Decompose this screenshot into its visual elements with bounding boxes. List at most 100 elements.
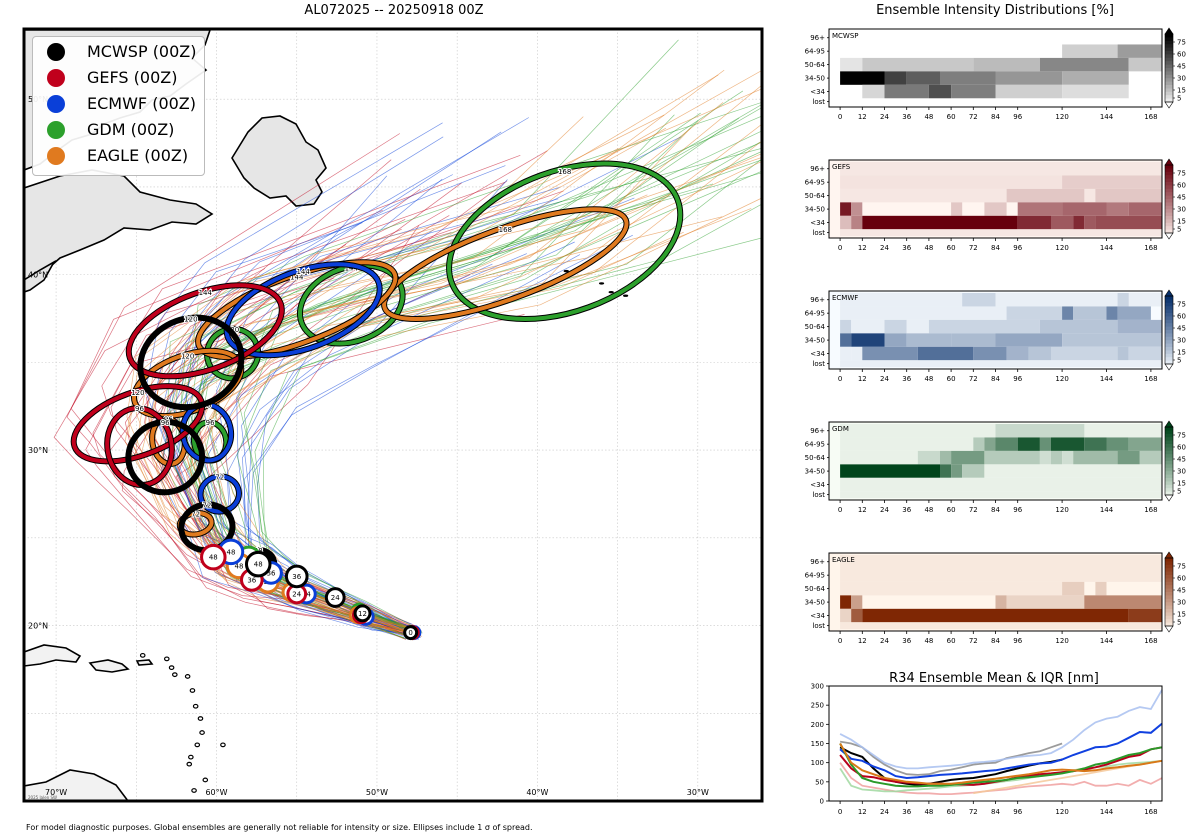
r34-xlabel: 24	[880, 808, 889, 816]
heatmap-name: GDM	[832, 425, 849, 433]
marker-label: 48	[209, 554, 218, 562]
heatmap-cell	[1084, 437, 1107, 451]
heatmap-cell	[840, 581, 1063, 596]
ellipse-label: 72	[191, 510, 200, 518]
ellipse-label: 72	[215, 473, 224, 481]
colorbar-segment	[1165, 47, 1173, 52]
heatmap-ylabel: 50-64	[805, 61, 826, 69]
r34-xlabel: 60	[947, 808, 956, 816]
heatmap-ylabel: 50-64	[805, 454, 826, 462]
heatmap-cell	[884, 319, 907, 334]
heatmap-cell	[1095, 581, 1107, 596]
heatmap-xlabel: 120	[1055, 113, 1068, 121]
heatmap-cell	[840, 175, 1063, 189]
colorbar-segment	[1165, 585, 1173, 590]
heatmap-xlabel: 168	[1144, 113, 1157, 121]
colorbar-segment	[1165, 336, 1173, 341]
colorbar-segment	[1165, 360, 1173, 365]
legend-entry-gdm: GDM (00Z)	[33, 115, 204, 141]
small-island	[163, 656, 170, 662]
colorbar-label: 15	[1177, 349, 1186, 357]
azores-island	[623, 294, 629, 297]
colorbar-segment	[1165, 592, 1173, 596]
colorbar-segment	[1165, 212, 1173, 217]
r34-line-eagle-mean	[839, 742, 1163, 785]
marker-label: 48	[235, 562, 244, 570]
heatmap-xlabel: 84	[991, 113, 1000, 121]
legend-label-ecmwf: ECMWF (00Z)	[87, 94, 196, 113]
heatmap-xlabel: 12	[858, 375, 867, 383]
small-island	[197, 716, 204, 721]
colorbar-label: 30	[1177, 206, 1186, 214]
marker-mcwsp	[324, 587, 346, 608]
small-island	[139, 652, 146, 658]
heatmap-name: MCWSP	[832, 32, 859, 40]
colorbar-segment	[1165, 447, 1173, 452]
heatmap-cell	[851, 346, 863, 361]
colorbar-segment	[1165, 182, 1173, 186]
heatmap-xlabel: 24	[880, 244, 889, 252]
ellipse-gdm	[297, 263, 405, 346]
heatmap-cell	[862, 608, 1129, 623]
heatmap-cell	[840, 491, 1162, 498]
heatmap-cell	[840, 568, 1162, 582]
colorbar-segment	[1165, 226, 1173, 231]
heatmap-cell	[840, 71, 885, 85]
heatmap-xlabel: 84	[991, 637, 1000, 645]
colorbar-segment	[1165, 595, 1173, 600]
r34-ylabel: 50	[815, 778, 824, 786]
heatmap-xlabel: 96	[1013, 113, 1022, 121]
intensity-title: Ensemble Intensity Distributions [%]	[876, 3, 1114, 18]
colorbar-segment	[1165, 581, 1173, 586]
heatmap-cell	[984, 464, 1162, 478]
colorbar-segment	[1165, 309, 1173, 314]
heatmap-cell	[840, 346, 852, 361]
heatmap-xlabel: 96	[1013, 375, 1022, 383]
heatmap-xlabel: 0	[838, 375, 842, 383]
colorbar-segment	[1165, 168, 1173, 173]
heatmap-ylabel: 50-64	[805, 192, 826, 200]
colorbar-segment	[1165, 319, 1173, 324]
heatmap-ylabel: 34-50	[805, 75, 825, 83]
colorbar-segment	[1165, 199, 1173, 203]
heatmap-cell	[862, 215, 1018, 230]
heatmap-ylabel: 64-95	[805, 441, 825, 449]
heatmap-xlabel: 144	[1100, 637, 1114, 645]
heatmap-cell	[1051, 437, 1085, 451]
heatmap-ylabel: lost	[812, 229, 825, 237]
heatmap-cell	[840, 450, 918, 465]
lon-label: 60°W	[205, 788, 227, 797]
heatmap-cell	[1117, 293, 1129, 307]
colorbar-segment	[1165, 185, 1173, 190]
colorbar-segment	[1165, 178, 1173, 183]
marker-label: 36	[247, 576, 256, 584]
colorbar-segment	[1165, 575, 1173, 579]
heatmap-ylabel: 64-95	[805, 572, 825, 580]
map-frame	[22, 27, 764, 803]
heatmap-cell	[851, 202, 863, 216]
colorbar-cap-bottom	[1164, 625, 1174, 633]
heatmap-cell	[840, 595, 852, 609]
colorbar-segment	[1165, 454, 1173, 459]
marker-label: 12	[358, 610, 367, 618]
colorbar-label: 5	[1177, 95, 1181, 103]
colorbar-segment	[1165, 357, 1173, 362]
member-track	[237, 107, 762, 632]
heatmap-cell	[962, 293, 996, 307]
heatmap-name: EAGLE	[832, 556, 855, 564]
heatmap-cell	[1017, 215, 1051, 230]
colorbar-label: 75	[1177, 432, 1186, 440]
heatmap-cell	[1051, 450, 1063, 465]
heatmap-xlabel: 168	[1144, 375, 1157, 383]
colorbar-segment	[1165, 98, 1173, 103]
r34-xlabel: 168	[1144, 808, 1157, 816]
small-island	[194, 742, 201, 748]
colorbar-segment	[1165, 605, 1173, 610]
colorbar-label: 75	[1177, 170, 1186, 178]
heatmap-cell	[1062, 450, 1074, 465]
heatmap-xlabel: 36	[902, 113, 911, 121]
heatmap-cell	[884, 333, 907, 347]
colorbar-label: 45	[1177, 587, 1186, 595]
colorbar-segment	[1165, 219, 1173, 224]
colorbar-cap-bottom	[1164, 101, 1174, 109]
